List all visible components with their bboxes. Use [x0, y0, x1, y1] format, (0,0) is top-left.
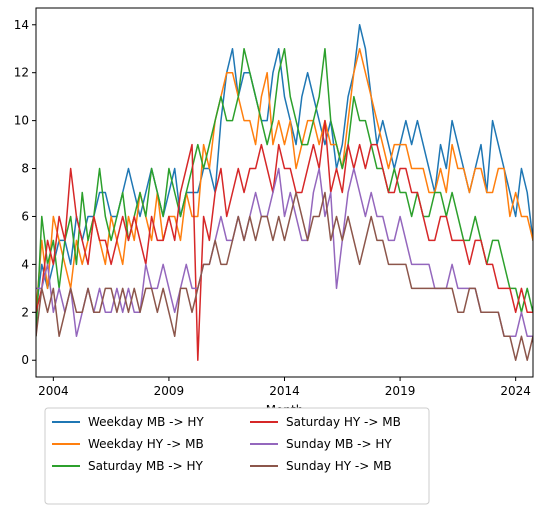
y-tick-label: 0	[21, 353, 29, 367]
legend-entry: Saturday MB -> HY	[88, 459, 204, 473]
series-line-6	[36, 191, 533, 361]
y-tick-label: 6	[21, 209, 29, 223]
legend: Weekday MB -> HY Weekday HY -> MB Saturday…	[44, 407, 430, 505]
plot-frame	[35, 7, 534, 378]
legend-entry: Weekday MB -> HY	[88, 415, 204, 429]
series-line-5	[36, 167, 533, 338]
x-tick-label: 2004	[38, 384, 69, 398]
x-tick-label: 2014	[269, 384, 300, 398]
legend-entry: Sunday MB -> HY	[286, 437, 392, 451]
series-line-4	[36, 119, 533, 361]
legend-entry: Saturday HY -> MB	[286, 415, 401, 429]
y-tick-label: 14	[14, 18, 29, 32]
y-tick-label: 10	[14, 114, 29, 128]
y-tick-label: 12	[14, 66, 29, 80]
y-tick-label: 2	[21, 305, 29, 319]
legend-entry: Weekday HY -> MB	[88, 437, 204, 451]
series-line-1	[36, 24, 533, 313]
legend-box	[44, 407, 430, 505]
y-tick-label: 8	[21, 162, 29, 176]
x-axis: 2004 2009 2014 2019 2024	[38, 377, 531, 398]
legend-entry: Sunday HY -> MB	[286, 459, 392, 473]
y-axis: 0 2 4 6 8 10 12 14	[14, 18, 36, 367]
series-layer	[36, 24, 533, 361]
x-tick-label: 2019	[385, 384, 416, 398]
x-tick-label: 2009	[154, 384, 185, 398]
series-line-3	[36, 47, 533, 337]
x-tick-label: 2024	[500, 384, 531, 398]
y-tick-label: 4	[21, 257, 29, 271]
